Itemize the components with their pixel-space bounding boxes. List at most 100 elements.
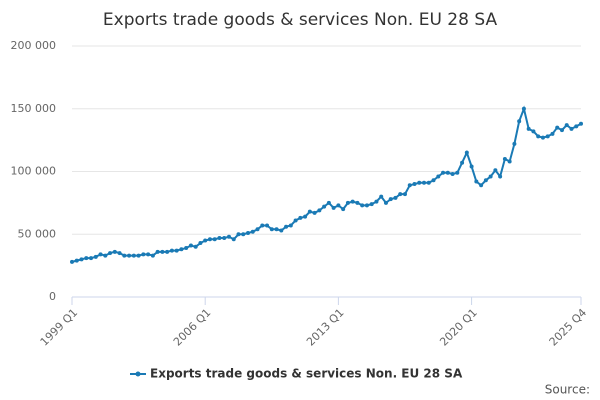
point <box>512 141 517 146</box>
point <box>559 128 564 133</box>
point <box>307 209 312 214</box>
point <box>331 205 336 210</box>
point <box>98 252 103 257</box>
point <box>284 224 289 229</box>
point <box>288 223 293 228</box>
point <box>436 174 441 179</box>
point <box>455 170 460 175</box>
point <box>350 199 355 204</box>
point <box>317 208 322 213</box>
point <box>74 258 79 263</box>
point <box>174 248 179 253</box>
point <box>179 247 184 252</box>
point <box>117 251 122 256</box>
x-tick-label: 2013 Q1 <box>304 306 347 349</box>
x-tick-label: 2020 Q1 <box>437 306 480 349</box>
point <box>127 253 132 258</box>
point <box>260 223 265 228</box>
chart-title: Exports trade goods & services Non. EU 2… <box>103 10 498 30</box>
point <box>160 249 165 254</box>
point <box>569 126 574 131</box>
point <box>236 232 241 237</box>
legend-marker <box>135 371 141 377</box>
y-tick-label: 0 <box>49 290 56 303</box>
point <box>89 256 94 261</box>
point <box>550 131 555 136</box>
point <box>222 236 227 241</box>
point <box>293 218 298 223</box>
point <box>193 244 198 249</box>
point <box>469 164 474 169</box>
point <box>188 243 193 248</box>
point <box>360 203 365 208</box>
point <box>136 253 141 258</box>
point <box>341 207 346 212</box>
point <box>393 195 398 200</box>
point <box>536 134 541 139</box>
point <box>141 252 146 257</box>
source: Source: <box>545 383 590 397</box>
point <box>526 126 531 131</box>
point <box>379 194 384 199</box>
point <box>426 180 431 185</box>
point <box>165 249 170 254</box>
point <box>303 214 308 219</box>
point <box>388 197 393 202</box>
point <box>108 251 113 256</box>
point <box>312 210 317 215</box>
point <box>231 237 236 242</box>
point <box>402 192 407 197</box>
y-tick-label: 150 000 <box>11 102 57 115</box>
point <box>502 156 507 161</box>
point <box>326 200 331 205</box>
point <box>184 246 189 251</box>
point <box>103 253 108 258</box>
point <box>336 203 341 208</box>
point <box>131 253 136 258</box>
point <box>212 237 217 242</box>
point <box>507 159 512 164</box>
point <box>464 150 469 155</box>
point <box>555 125 560 130</box>
point <box>498 174 503 179</box>
point <box>169 248 174 253</box>
point <box>383 200 388 205</box>
point <box>150 253 155 258</box>
point <box>531 129 536 134</box>
point <box>112 249 117 254</box>
point <box>445 170 450 175</box>
point <box>274 227 279 232</box>
point <box>474 179 479 184</box>
point <box>460 160 465 165</box>
point <box>198 241 203 246</box>
point <box>269 227 274 232</box>
point <box>226 234 231 239</box>
point <box>122 253 127 258</box>
point <box>483 178 488 183</box>
point <box>398 192 403 197</box>
point <box>441 170 446 175</box>
point <box>579 121 583 126</box>
y-tick-label: 200 000 <box>11 39 57 52</box>
point <box>407 183 412 188</box>
x-tick-label: 1999 Q1 <box>38 306 81 349</box>
point <box>155 249 160 254</box>
point <box>298 215 303 220</box>
point <box>70 259 74 264</box>
point <box>79 257 84 262</box>
point <box>265 223 270 228</box>
point <box>250 229 255 234</box>
point <box>374 199 379 204</box>
legend-label: Exports trade goods & services Non. EU 2… <box>150 367 463 381</box>
point <box>217 236 222 241</box>
point <box>146 252 151 257</box>
point <box>412 182 417 187</box>
y-tick-label: 100 000 <box>11 165 57 178</box>
point <box>574 124 579 129</box>
point <box>517 119 522 124</box>
point <box>203 238 208 243</box>
point <box>322 204 327 209</box>
point <box>246 230 251 235</box>
point <box>255 227 260 232</box>
